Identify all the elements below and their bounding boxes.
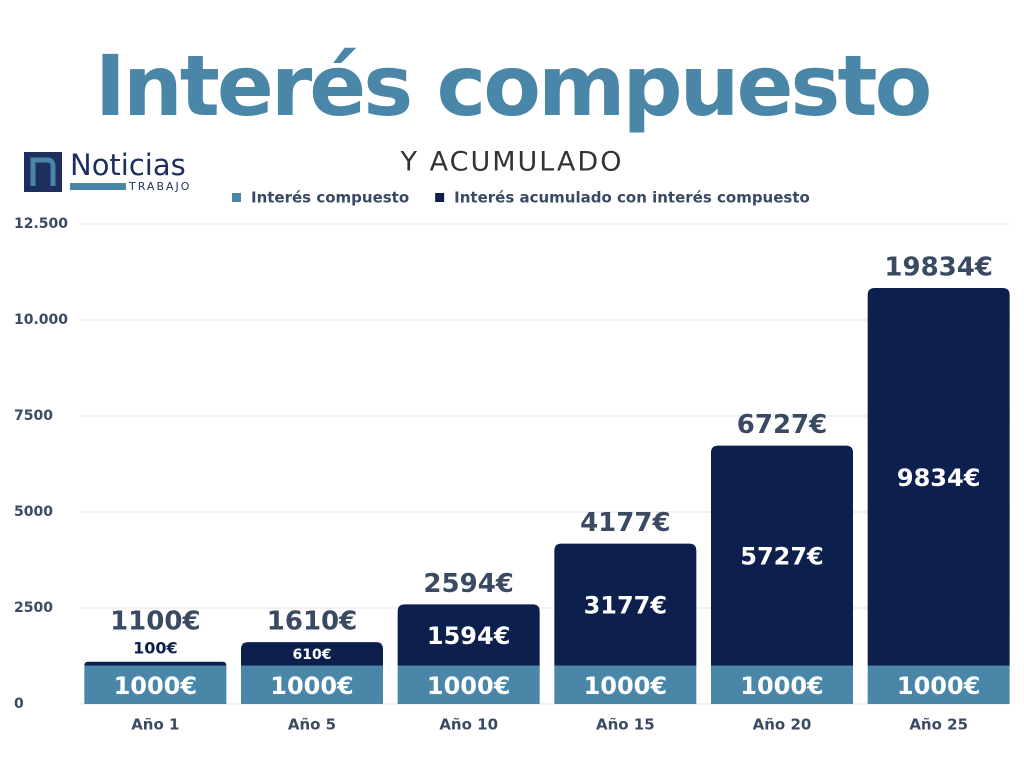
bar-segment bbox=[711, 665, 853, 704]
bar-segment bbox=[84, 665, 227, 704]
bar-segment bbox=[711, 445, 853, 666]
bar-segment bbox=[867, 665, 1010, 704]
x-tick-label: Año 20 bbox=[753, 716, 812, 734]
x-tick-label: Año 10 bbox=[439, 716, 498, 734]
bar-segment bbox=[241, 642, 383, 666]
total-label: 6727€ bbox=[737, 410, 827, 440]
total-label: 1100€ bbox=[110, 606, 200, 636]
bar-segment bbox=[84, 661, 227, 666]
value-label: 3177€ bbox=[584, 592, 668, 620]
bar-segment bbox=[397, 665, 540, 704]
total-label: 4177€ bbox=[580, 508, 670, 538]
value-label: 1000€ bbox=[740, 672, 824, 700]
legend-swatch bbox=[232, 193, 241, 202]
total-label: 19834€ bbox=[884, 252, 993, 282]
y-tick-label: 12.500 bbox=[14, 216, 68, 232]
y-tick-label: 5000 bbox=[14, 504, 53, 520]
total-label: 1610€ bbox=[267, 607, 357, 637]
bar-segment bbox=[867, 287, 1010, 666]
chart-title: Interés compuesto bbox=[95, 37, 930, 135]
legend-swatch bbox=[435, 193, 445, 202]
value-label: 1594€ bbox=[427, 622, 511, 650]
logo-tagline: TRABAJO bbox=[128, 180, 191, 193]
value-label: 1000€ bbox=[584, 672, 668, 700]
value-label: 5727€ bbox=[740, 543, 824, 571]
x-tick-label: Año 5 bbox=[288, 716, 336, 734]
logo-bar bbox=[70, 183, 126, 190]
bar-segment bbox=[397, 604, 540, 666]
logo-n bbox=[30, 157, 56, 186]
value-label: 1000€ bbox=[897, 672, 981, 700]
x-tick-label: Año 15 bbox=[596, 716, 655, 734]
value-label: 100€ bbox=[133, 638, 178, 657]
bar-segment bbox=[554, 665, 697, 704]
value-label: 610€ bbox=[293, 647, 332, 663]
y-tick-label: 0 bbox=[14, 696, 24, 712]
legend-label: Interés acumulado con interés compuesto bbox=[454, 189, 810, 207]
bar-segment bbox=[241, 665, 383, 704]
chart-subtitle: Y ACUMULADO bbox=[400, 147, 624, 178]
total-label: 2594€ bbox=[423, 569, 513, 599]
y-tick-label: 10.000 bbox=[14, 312, 68, 328]
logo-name: Noticias bbox=[70, 148, 186, 182]
y-tick-label: 7500 bbox=[14, 408, 53, 424]
value-label: 1000€ bbox=[427, 672, 511, 700]
x-tick-label: Año 25 bbox=[909, 716, 968, 734]
value-label: 1000€ bbox=[270, 672, 354, 700]
logo: Noticias TRABAJO bbox=[24, 148, 191, 193]
bar-segment bbox=[554, 543, 697, 666]
value-label: 9834€ bbox=[897, 464, 981, 492]
x-tick-label: Año 1 bbox=[131, 716, 179, 734]
value-label: 1000€ bbox=[114, 672, 198, 700]
legend-label: Interés compuesto bbox=[251, 189, 409, 207]
y-tick-label: 2500 bbox=[14, 600, 53, 616]
